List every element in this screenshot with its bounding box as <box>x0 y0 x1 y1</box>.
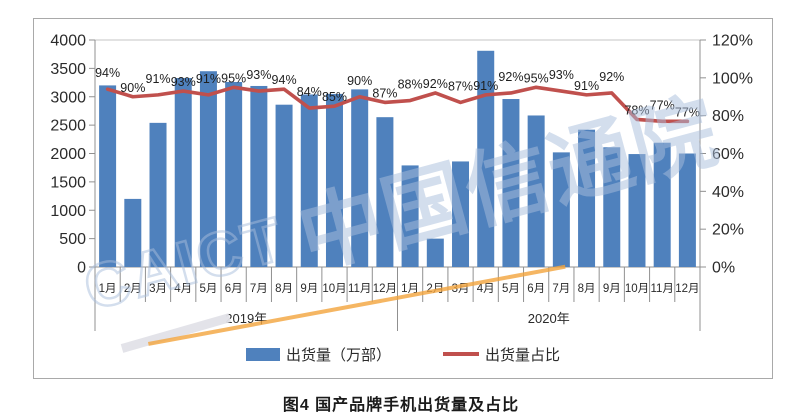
figure-caption: 图4 国产品牌手机出货量及占比 <box>282 397 520 414</box>
chart-legend: 出货量（万部） 出货量占比 <box>33 342 773 366</box>
legend-item-shipments: 出货量（万部） <box>245 344 391 365</box>
legend-shipments-label: 出货量（万部） <box>285 346 391 364</box>
legend-line-swatch <box>443 352 479 356</box>
legend-item-ratio: 出货量占比 <box>443 344 560 365</box>
legend-bar-swatch <box>245 347 280 361</box>
chart-frame <box>33 18 773 379</box>
legend-ratio-label: 出货量占比 <box>485 346 561 364</box>
